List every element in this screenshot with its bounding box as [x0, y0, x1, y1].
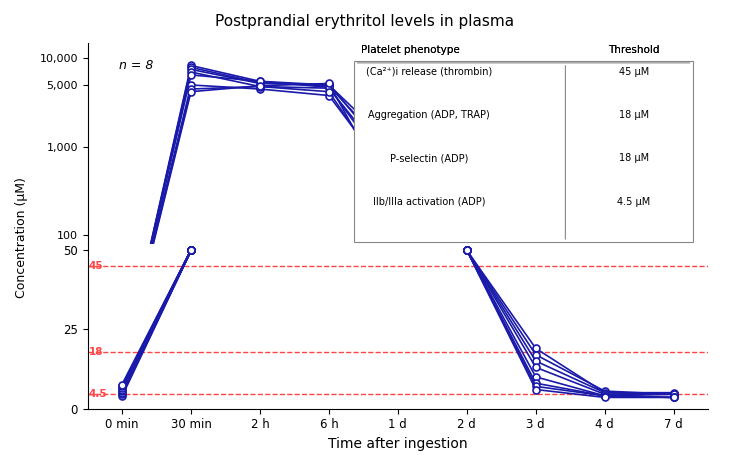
- Text: 18 μM: 18 μM: [618, 153, 649, 163]
- Text: n = 8: n = 8: [118, 59, 153, 72]
- FancyBboxPatch shape: [354, 61, 693, 242]
- Text: Concentration (μM): Concentration (μM): [15, 177, 28, 298]
- Text: 18 μM: 18 μM: [618, 110, 649, 120]
- X-axis label: Time after ingestion: Time after ingestion: [328, 437, 468, 451]
- Text: 45 μM: 45 μM: [618, 67, 649, 77]
- Text: P-selectin (ADP): P-selectin (ADP): [390, 153, 468, 163]
- Text: 45: 45: [89, 261, 104, 271]
- Text: 4.5 μM: 4.5 μM: [617, 197, 650, 207]
- Text: Platelet phenotype: Platelet phenotype: [361, 45, 460, 55]
- Text: Threshold: Threshold: [608, 45, 659, 55]
- Text: 4.5 μM: 4.5 μM: [617, 197, 650, 207]
- Text: (Ca²⁺)i release (thrombin): (Ca²⁺)i release (thrombin): [366, 67, 492, 77]
- Text: 4.5: 4.5: [89, 389, 107, 399]
- Text: Aggregation (ADP, TRAP): Aggregation (ADP, TRAP): [368, 110, 490, 120]
- Text: IIb/IIIa activation (ADP): IIb/IIIa activation (ADP): [372, 197, 485, 207]
- Text: Postprandial erythritol levels in plasma: Postprandial erythritol levels in plasma: [215, 14, 515, 29]
- Text: 45 μM: 45 μM: [618, 67, 649, 77]
- Text: Threshold: Threshold: [608, 45, 659, 55]
- Text: Platelet phenotype: Platelet phenotype: [361, 45, 460, 55]
- Text: IIb/IIIa activation (ADP): IIb/IIIa activation (ADP): [372, 197, 485, 207]
- Text: P-selectin (ADP): P-selectin (ADP): [390, 153, 468, 163]
- Text: 18 μM: 18 μM: [618, 110, 649, 120]
- Text: (Ca²⁺)i release (thrombin): (Ca²⁺)i release (thrombin): [366, 67, 492, 77]
- Text: 18: 18: [89, 347, 104, 357]
- Text: Aggregation (ADP, TRAP): Aggregation (ADP, TRAP): [368, 110, 490, 120]
- Text: 18 μM: 18 μM: [618, 153, 649, 163]
